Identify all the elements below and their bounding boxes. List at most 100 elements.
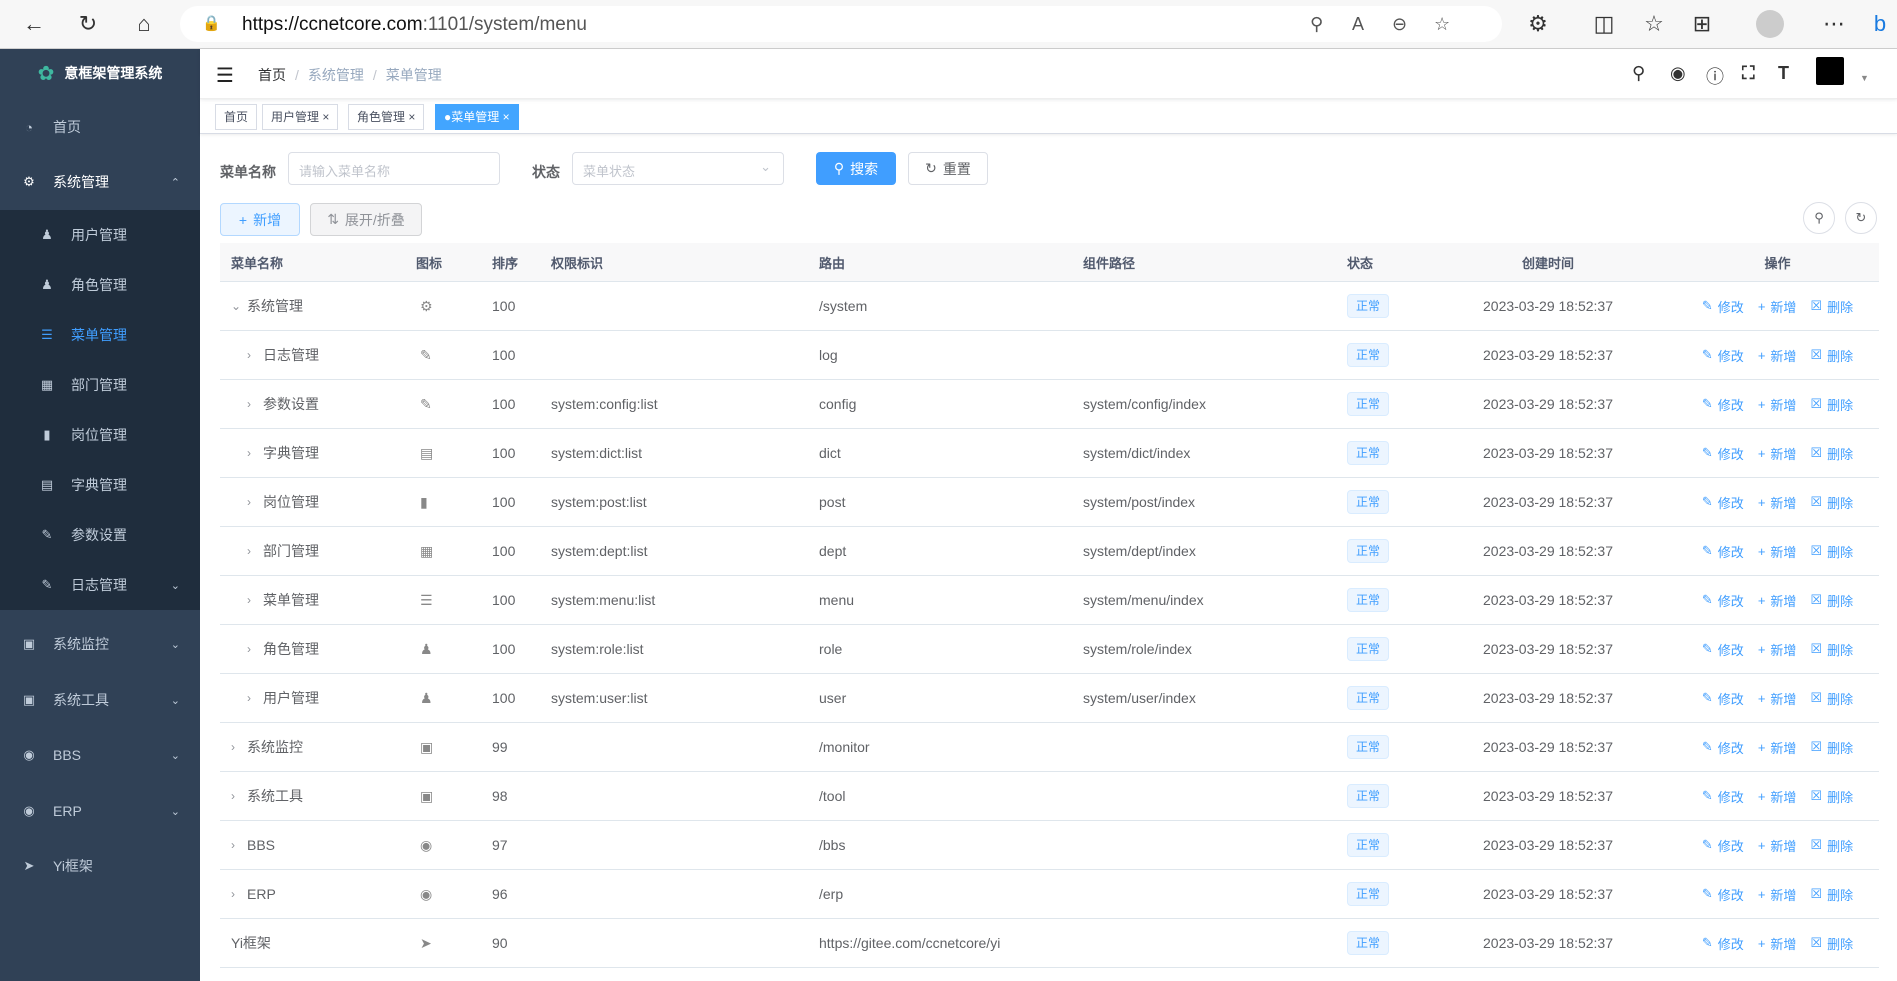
add-child-button[interactable]: + 新增	[1758, 689, 1797, 708]
edit-button[interactable]: ✎ 修改	[1702, 640, 1744, 659]
profile-avatar[interactable]	[1756, 10, 1784, 38]
add-child-button[interactable]: + 新增	[1758, 787, 1797, 806]
chevron-right-icon[interactable]: ›	[247, 593, 251, 607]
search-icon[interactable]: ⚲	[1632, 63, 1646, 83]
sidebar-item-config[interactable]: ✎ 参数设置	[0, 510, 200, 560]
bing-icon[interactable]: b	[1873, 11, 1887, 36]
add-child-button[interactable]: + 新增	[1758, 738, 1797, 757]
tag-user[interactable]: 用户管理 ×	[262, 104, 339, 130]
add-favorite-icon[interactable]: ☆	[1434, 14, 1451, 34]
home-icon[interactable]: ⌂	[137, 11, 151, 36]
sidebar-logo[interactable]: ✿ 意框架管理系统	[0, 49, 200, 97]
refresh-button[interactable]: ↻	[1845, 202, 1877, 234]
add-child-button[interactable]: + 新增	[1758, 346, 1797, 365]
refresh-icon[interactable]: ↻	[78, 11, 98, 36]
chevron-right-icon[interactable]: ›	[247, 642, 251, 656]
caret-down-icon[interactable]: ▼	[1860, 73, 1869, 83]
chevron-right-icon[interactable]: ›	[247, 495, 251, 509]
chevron-right-icon[interactable]: ›	[247, 397, 251, 411]
edit-button[interactable]: ✎ 修改	[1702, 297, 1744, 316]
delete-button[interactable]: ☒ 删除	[1810, 934, 1853, 953]
close-icon[interactable]: ×	[408, 110, 416, 124]
chevron-right-icon[interactable]: ›	[247, 691, 251, 705]
sidebar-item-yi[interactable]: ➤ Yi框架	[0, 838, 200, 894]
menu-name-input[interactable]: 请输入菜单名称	[288, 152, 500, 185]
fullscreen-icon[interactable]: ⛶	[1742, 63, 1755, 83]
sidebar-item-dict[interactable]: ▤ 字典管理	[0, 460, 200, 510]
sidebar-item-monitor[interactable]: ▣ 系统监控 ⌄	[0, 616, 200, 672]
favorites-icon[interactable]: ☆	[1644, 11, 1664, 36]
tag-menu[interactable]: ●菜单管理 ×	[435, 104, 519, 130]
sidebar-item-menu[interactable]: ☰ 菜单管理	[0, 310, 200, 360]
sidebar-item-user[interactable]: ♟ 用户管理	[0, 210, 200, 260]
close-icon[interactable]: ×	[502, 110, 510, 124]
chevron-right-icon[interactable]: ›	[231, 789, 235, 803]
more-icon[interactable]: ⋯	[1823, 11, 1845, 36]
sidebar-item-home[interactable]: ◔ 首页	[0, 99, 200, 155]
read-aloud-icon[interactable]: A	[1352, 14, 1365, 34]
sidebar-item-tool[interactable]: ▣ 系统工具 ⌄	[0, 672, 200, 728]
font-size-icon[interactable]: T	[1778, 63, 1789, 83]
add-child-button[interactable]: + 新增	[1758, 934, 1797, 953]
edit-button[interactable]: ✎ 修改	[1702, 738, 1744, 757]
chevron-right-icon[interactable]: ›	[231, 838, 235, 852]
add-child-button[interactable]: + 新增	[1758, 591, 1797, 610]
sidebar-item-dept[interactable]: ▦ 部门管理	[0, 360, 200, 410]
sidebar-item-log[interactable]: ✎ 日志管理 ⌄	[0, 560, 200, 610]
chevron-right-icon[interactable]: ›	[247, 348, 251, 362]
github-icon[interactable]: ◉	[1670, 63, 1686, 83]
edit-button[interactable]: ✎ 修改	[1702, 444, 1744, 463]
search-button[interactable]: ⚲ 搜索	[816, 152, 896, 185]
expand-collapse-button[interactable]: ⇅ 展开/折叠	[310, 203, 422, 236]
edit-button[interactable]: ✎ 修改	[1702, 689, 1744, 708]
back-icon[interactable]: ←	[23, 11, 45, 36]
chevron-down-icon[interactable]: ⌄	[231, 299, 242, 313]
sidebar-item-post[interactable]: ▮ 岗位管理	[0, 410, 200, 460]
sidebar-item-system[interactable]: ⚙ 系统管理 ⌃	[0, 154, 200, 210]
delete-button[interactable]: ☒ 删除	[1810, 444, 1853, 463]
delete-button[interactable]: ☒ 删除	[1810, 542, 1853, 561]
edit-button[interactable]: ✎ 修改	[1702, 542, 1744, 561]
delete-button[interactable]: ☒ 删除	[1810, 689, 1853, 708]
sidebar-item-erp[interactable]: ◉ ERP ⌄	[0, 783, 200, 839]
delete-button[interactable]: ☒ 删除	[1810, 885, 1853, 904]
add-child-button[interactable]: + 新增	[1758, 444, 1797, 463]
zoom-out-icon[interactable]: ⊖	[1392, 14, 1408, 34]
extensions-icon[interactable]: ⚙	[1528, 11, 1548, 36]
delete-button[interactable]: ☒ 删除	[1810, 640, 1853, 659]
add-child-button[interactable]: + 新增	[1758, 493, 1797, 512]
chevron-right-icon[interactable]: ›	[247, 544, 251, 558]
collections-icon[interactable]: ⊞	[1692, 11, 1712, 36]
reset-button[interactable]: ↻ 重置	[908, 152, 988, 185]
delete-button[interactable]: ☒ 删除	[1810, 346, 1853, 365]
sidebar-item-bbs[interactable]: ◉ BBS ⌄	[0, 727, 200, 783]
delete-button[interactable]: ☒ 删除	[1810, 787, 1853, 806]
key-icon[interactable]: ⚲	[1310, 14, 1324, 34]
delete-button[interactable]: ☒ 删除	[1810, 591, 1853, 610]
tag-role[interactable]: 角色管理 ×	[348, 104, 425, 130]
add-child-button[interactable]: + 新增	[1758, 395, 1797, 414]
address-bar[interactable]: 🔒 https://ccnetcore.com:1101/system/menu…	[180, 6, 1502, 42]
delete-button[interactable]: ☒ 删除	[1810, 738, 1853, 757]
edit-button[interactable]: ✎ 修改	[1702, 346, 1744, 365]
add-child-button[interactable]: + 新增	[1758, 885, 1797, 904]
edit-button[interactable]: ✎ 修改	[1702, 836, 1744, 855]
edit-button[interactable]: ✎ 修改	[1702, 787, 1744, 806]
close-icon[interactable]: ×	[322, 110, 330, 124]
hamburger-icon[interactable]: ☰	[216, 65, 234, 87]
sidebar-item-role[interactable]: ♟ 角色管理	[0, 260, 200, 310]
add-child-button[interactable]: + 新增	[1758, 640, 1797, 659]
toggle-search-button[interactable]: ⚲	[1803, 202, 1835, 234]
edit-button[interactable]: ✎ 修改	[1702, 395, 1744, 414]
add-child-button[interactable]: + 新增	[1758, 297, 1797, 316]
add-child-button[interactable]: + 新增	[1758, 542, 1797, 561]
status-select[interactable]: 菜单状态 ⌄	[572, 152, 784, 185]
tag-home[interactable]: 首页	[215, 104, 258, 130]
edit-button[interactable]: ✎ 修改	[1702, 591, 1744, 610]
breadcrumb-item[interactable]: 首页	[258, 67, 286, 83]
delete-button[interactable]: ☒ 删除	[1810, 395, 1853, 414]
help-icon[interactable]: ⓘ	[1706, 67, 1724, 87]
delete-button[interactable]: ☒ 删除	[1810, 297, 1853, 316]
edit-button[interactable]: ✎ 修改	[1702, 934, 1744, 953]
add-button[interactable]: + 新增	[220, 203, 300, 236]
